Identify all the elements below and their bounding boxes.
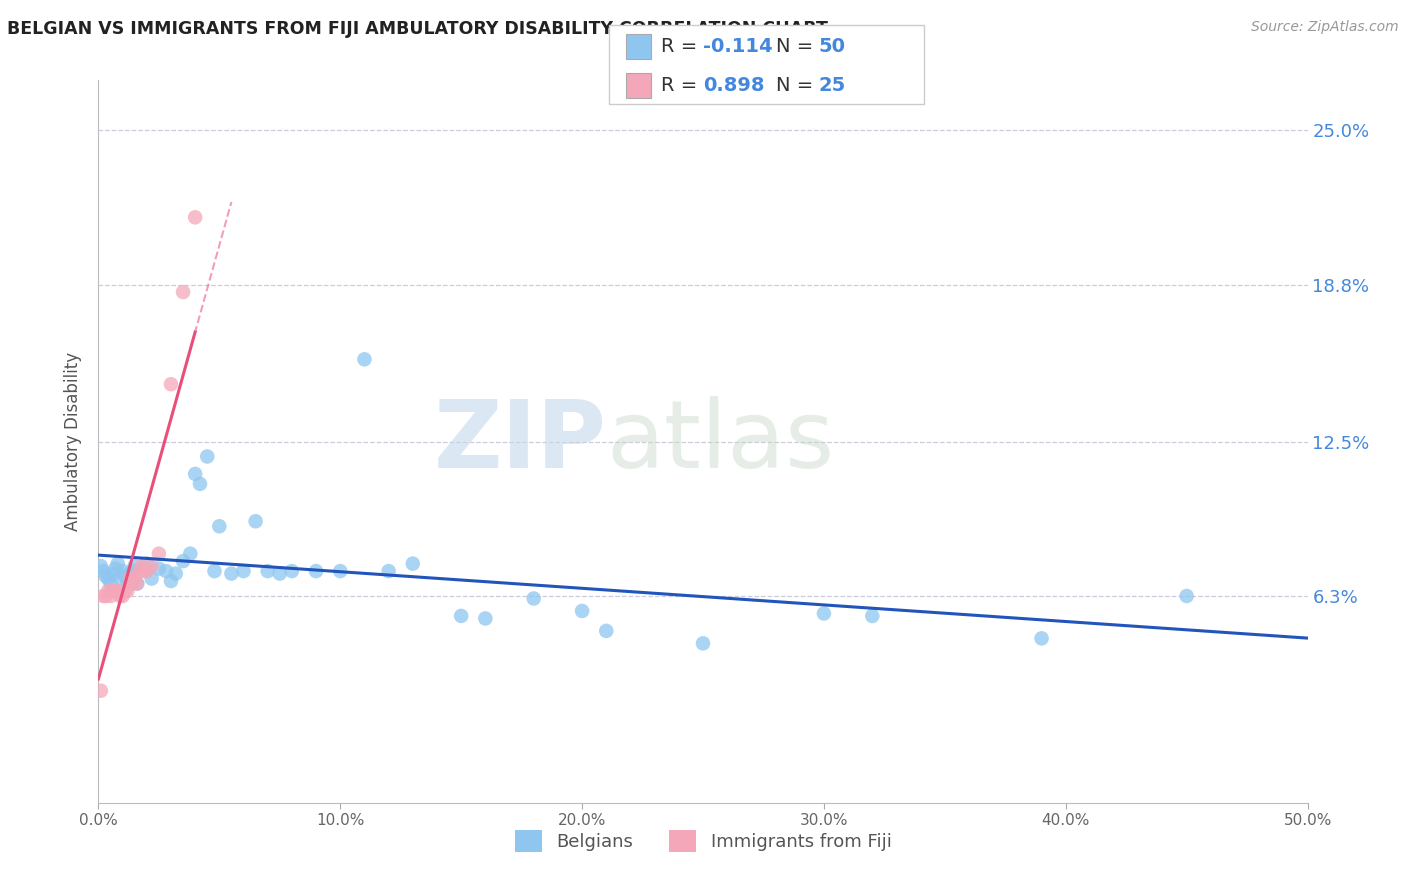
Point [117,584,139,599]
Point [155,564,177,578]
Point [111,564,134,578]
Point [474,611,496,625]
Text: ZIP: ZIP [433,395,606,488]
Point [121,576,143,591]
Point [188,476,211,491]
Text: Source: ZipAtlas.com: Source: ZipAtlas.com [1251,20,1399,34]
Point [108,572,131,586]
Point [256,564,278,578]
Point [305,564,328,578]
Point [184,211,207,225]
Point [232,564,254,578]
Point [131,559,153,574]
Point [114,584,136,599]
Legend: Belgians, Immigrants from Fiji: Belgians, Immigrants from Fiji [508,822,898,859]
Point [90,683,112,698]
Point [104,561,127,575]
Point [124,572,146,586]
Point [148,561,170,575]
Point [450,609,472,624]
Point [692,636,714,650]
Point [124,559,146,574]
Point [571,604,593,618]
Point [1175,589,1198,603]
Text: R =: R = [661,76,703,95]
Point [90,559,112,574]
Point [329,564,352,578]
Point [184,467,207,481]
Point [281,564,304,578]
Point [135,557,157,571]
Point [111,589,134,603]
Text: 25: 25 [818,76,845,95]
Point [860,609,883,624]
Text: BELGIAN VS IMMIGRANTS FROM FIJI AMBULATORY DISABILITY CORRELATION CHART: BELGIAN VS IMMIGRANTS FROM FIJI AMBULATO… [7,20,828,37]
Point [523,591,546,606]
Point [160,377,183,392]
Point [100,576,122,591]
Point [91,564,114,578]
Point [402,557,425,571]
Point [114,569,136,583]
Point [127,576,149,591]
Point [94,589,117,603]
Point [172,554,194,568]
Point [107,557,129,571]
Point [100,589,122,603]
Point [221,566,243,581]
Text: N =: N = [776,76,820,95]
Point [353,352,375,367]
Point [121,564,143,578]
Point [117,574,139,588]
Point [127,576,149,591]
Point [179,547,201,561]
Point [813,607,835,621]
Text: atlas: atlas [606,395,835,488]
Point [135,564,157,578]
Point [104,584,127,599]
Text: 0.898: 0.898 [703,76,765,95]
Text: R =: R = [661,37,703,55]
Point [141,559,163,574]
Text: 50: 50 [818,37,845,55]
Point [134,564,156,578]
Point [1031,632,1053,646]
Point [245,514,267,528]
Point [208,519,231,533]
Point [108,589,131,603]
Point [101,566,124,581]
Text: N =: N = [776,37,820,55]
Point [97,572,120,586]
Point [94,569,117,583]
Point [148,547,170,561]
Point [595,624,617,638]
Point [91,589,114,603]
Point [107,584,129,599]
Point [269,566,291,581]
Text: -0.114: -0.114 [703,37,773,55]
Y-axis label: Ambulatory Disability: Ambulatory Disability [65,352,83,531]
Point [128,564,150,578]
Point [204,564,226,578]
Point [377,564,399,578]
Point [195,450,218,464]
Point [118,566,141,581]
Point [165,566,187,581]
Point [141,572,163,586]
Point [101,584,124,599]
Point [97,584,120,599]
Point [160,574,183,588]
Point [118,572,141,586]
Point [172,285,194,299]
